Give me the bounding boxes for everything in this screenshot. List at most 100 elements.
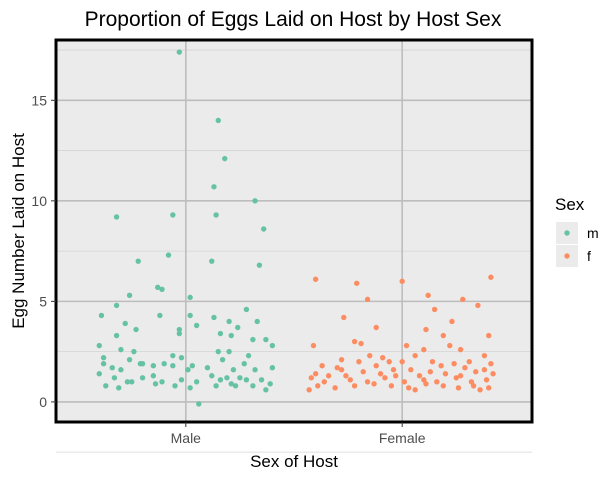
data-point-m xyxy=(228,381,234,387)
data-point-m xyxy=(258,377,265,383)
data-point-f xyxy=(412,387,418,393)
data-point-f xyxy=(310,342,317,349)
data-point-f xyxy=(427,369,434,375)
plot-panel xyxy=(56,40,532,422)
data-point-f xyxy=(455,385,462,391)
data-point-f xyxy=(442,371,449,377)
y-axis: 0 5 10 15 xyxy=(31,92,56,410)
data-point-m xyxy=(137,360,144,367)
data-point-f xyxy=(338,367,345,373)
x-axis-label: Sex of Host xyxy=(250,452,338,471)
data-point-f xyxy=(486,385,492,391)
data-point-f xyxy=(392,373,399,379)
data-point-f xyxy=(449,318,455,325)
data-point-f xyxy=(306,387,312,393)
data-point-m xyxy=(252,367,258,373)
data-point-f xyxy=(364,379,371,385)
data-point-f xyxy=(386,358,392,365)
y-tick-label: 5 xyxy=(39,293,47,309)
data-point-f xyxy=(447,342,453,349)
x-tick-label: Female xyxy=(379,430,426,446)
data-point-f xyxy=(412,352,418,359)
data-point-m xyxy=(159,286,165,293)
data-point-f xyxy=(451,360,457,367)
data-point-f xyxy=(388,383,395,389)
data-point-f xyxy=(354,280,360,286)
data-point-m xyxy=(157,312,163,319)
data-point-m xyxy=(232,383,239,389)
data-point-m xyxy=(109,365,115,371)
data-point-f xyxy=(308,375,315,381)
data-point-m xyxy=(122,320,128,327)
data-point-m xyxy=(187,312,193,319)
data-point-m xyxy=(193,379,200,385)
data-point-m xyxy=(98,312,105,319)
data-point-f xyxy=(341,314,347,321)
data-point-m xyxy=(126,292,133,299)
data-point-f xyxy=(481,367,488,373)
data-point-f xyxy=(373,324,379,331)
data-point-m xyxy=(256,262,263,268)
data-point-m xyxy=(254,318,260,325)
data-point-f xyxy=(312,371,319,377)
data-point-m xyxy=(178,377,185,383)
data-point-m xyxy=(111,375,118,381)
data-point-m xyxy=(217,377,224,383)
data-point-m xyxy=(241,360,247,367)
data-point-m xyxy=(226,318,232,325)
data-point-f xyxy=(477,387,483,393)
data-point-m xyxy=(113,332,120,339)
data-point-m xyxy=(187,294,193,301)
data-point-m xyxy=(261,226,267,232)
data-point-m xyxy=(170,212,176,218)
data-point-f xyxy=(473,369,479,375)
x-tick-label: Male xyxy=(171,430,202,446)
data-point-m xyxy=(267,381,273,387)
data-point-m xyxy=(150,373,157,379)
data-point-m xyxy=(170,363,176,369)
data-point-f xyxy=(490,371,496,377)
data-point-f xyxy=(483,377,490,383)
data-point-f xyxy=(481,352,488,359)
data-point-f xyxy=(486,332,492,339)
data-point-f xyxy=(380,354,386,361)
data-point-f xyxy=(470,383,477,389)
legend-label: m xyxy=(587,225,599,241)
legend-key-point xyxy=(564,253,570,259)
data-point-m xyxy=(263,336,269,343)
data-point-m xyxy=(135,258,141,264)
data-point-f xyxy=(319,363,325,369)
data-points xyxy=(96,49,496,407)
data-point-f xyxy=(416,373,423,379)
data-point-f xyxy=(351,383,358,389)
chart-title: Proportion of Eggs Laid on Host by Host … xyxy=(85,8,502,31)
data-point-m xyxy=(176,326,183,333)
data-point-f xyxy=(488,274,494,280)
data-point-m xyxy=(118,367,124,373)
data-point-f xyxy=(390,367,397,373)
legend-label: f xyxy=(587,248,591,264)
data-point-f xyxy=(475,302,481,309)
data-point-m xyxy=(118,346,124,353)
data-point-m xyxy=(139,375,146,381)
data-point-m xyxy=(187,385,193,391)
data-point-m xyxy=(222,155,228,162)
data-point-f xyxy=(373,363,379,369)
data-point-m xyxy=(176,330,183,337)
data-point-f xyxy=(347,377,353,383)
data-point-m xyxy=(152,381,159,387)
data-point-f xyxy=(312,276,319,282)
legend-title: Sex xyxy=(555,195,585,214)
data-point-f xyxy=(358,340,364,347)
data-point-f xyxy=(468,379,475,385)
data-point-m xyxy=(96,371,102,377)
data-point-m xyxy=(211,314,217,321)
data-point-m xyxy=(133,326,139,333)
data-point-m xyxy=(185,367,191,373)
data-point-m xyxy=(250,336,256,343)
data-point-m xyxy=(230,367,237,373)
data-point-m xyxy=(269,342,276,349)
data-point-m xyxy=(126,356,133,363)
data-point-m xyxy=(215,117,221,124)
data-point-f xyxy=(460,296,466,303)
